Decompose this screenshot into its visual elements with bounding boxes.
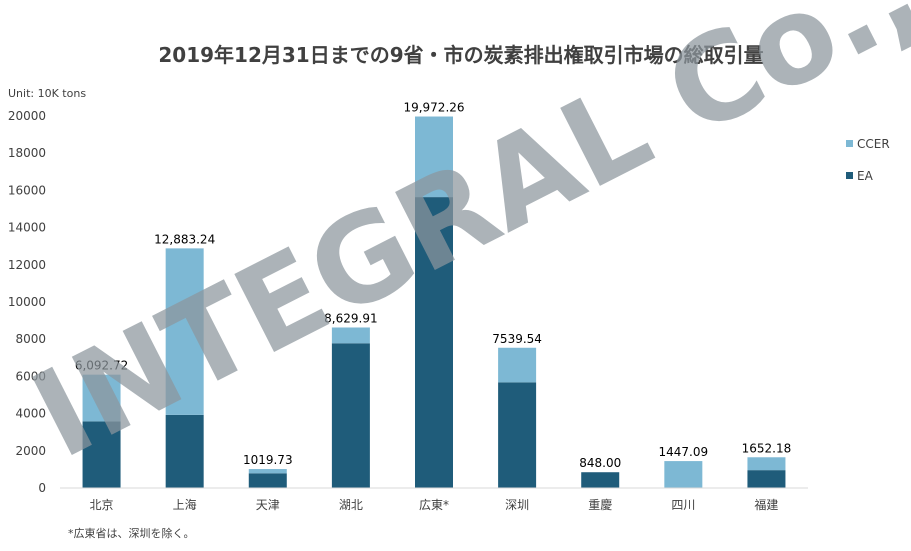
x-tick-label: 湖北 <box>339 497 363 512</box>
y-tick-label: 12000 <box>8 258 46 272</box>
data-label-total: 848.00 <box>579 456 621 470</box>
bar-ea-5 <box>498 382 537 488</box>
legend: CCER EA <box>846 137 890 183</box>
bar-ccer-5 <box>498 347 537 383</box>
x-tick-label: 上海 <box>173 497 197 512</box>
data-labels: 6,092.72 12,883.24 1019.73 8,629.91 19,972.2… <box>75 101 791 471</box>
x-tick-label: 広東* <box>419 498 449 512</box>
footnote: *広東省は、深圳を除く。 <box>68 526 195 540</box>
legend-label-ccer: CCER <box>857 137 890 151</box>
bar-ea-4 <box>415 197 453 488</box>
y-tick-label: 16000 <box>8 183 46 197</box>
data-label-total: 1447.09 <box>659 445 709 459</box>
legend-swatch-ea <box>846 172 853 179</box>
bar-ccer-8 <box>747 457 786 471</box>
y-tick-label: 14000 <box>8 221 46 235</box>
x-tick-label: 四川 <box>671 498 695 512</box>
bar-ea-3 <box>331 343 370 488</box>
y-tick-label: 20000 <box>8 109 46 123</box>
data-label-total: 1019.73 <box>243 453 293 467</box>
y-tick-label: 8000 <box>15 332 46 346</box>
y-tick-label: 18000 <box>8 146 46 160</box>
data-label-total: 19,972.26 <box>403 101 464 115</box>
data-label-total: 7539.54 <box>492 332 542 346</box>
bar-ea-2 <box>248 473 287 488</box>
data-label-total: 1652.18 <box>742 441 792 455</box>
legend-label-ea: EA <box>857 169 874 183</box>
x-axis-labels: 北京 上海 天津 湖北 広東* 深圳 重慶 四川 福建 <box>90 497 779 512</box>
x-tick-label: 深圳 <box>505 498 529 512</box>
bar-ccer-4 <box>415 116 453 198</box>
x-tick-label: 天津 <box>256 498 280 512</box>
y-tick-label: 0 <box>38 481 46 495</box>
x-tick-label: 重慶 <box>588 498 612 512</box>
y-tick-label: 4000 <box>15 407 46 421</box>
bar-ccer-2 <box>248 469 287 474</box>
bar-ccer-7 <box>664 461 703 488</box>
bar-ea-1 <box>165 414 204 488</box>
bar-ea-8 <box>747 470 786 488</box>
chart-title: 2019年12月31日までの9省・市の炭素排出権取引市場の総取引量 <box>158 43 763 67</box>
bars-group <box>82 116 786 488</box>
bar-ea-6 <box>581 472 620 488</box>
x-tick-label: 福建 <box>754 497 778 512</box>
unit-label: Unit: 10K tons <box>8 87 86 100</box>
x-tick-label: 北京 <box>90 498 114 512</box>
bar-ccer-1 <box>165 248 204 415</box>
y-tick-label: 6000 <box>15 369 46 383</box>
legend-swatch-ccer <box>846 140 853 147</box>
bar-ccer-3 <box>331 327 370 344</box>
data-label-total: 12,883.24 <box>154 232 215 246</box>
bar-ccer-0 <box>82 374 121 422</box>
y-tick-label: 10000 <box>8 295 46 309</box>
y-tick-label: 2000 <box>15 444 46 458</box>
watermark-text: INTEGRAL Co., Ltd <box>12 0 911 486</box>
bar-ea-0 <box>82 421 121 488</box>
data-label-total: 8,629.91 <box>324 311 377 325</box>
y-axis: 0 2000 4000 6000 8000 10000 12000 14000 16000 180… <box>8 109 46 495</box>
data-label-total: 6,092.72 <box>75 359 128 373</box>
